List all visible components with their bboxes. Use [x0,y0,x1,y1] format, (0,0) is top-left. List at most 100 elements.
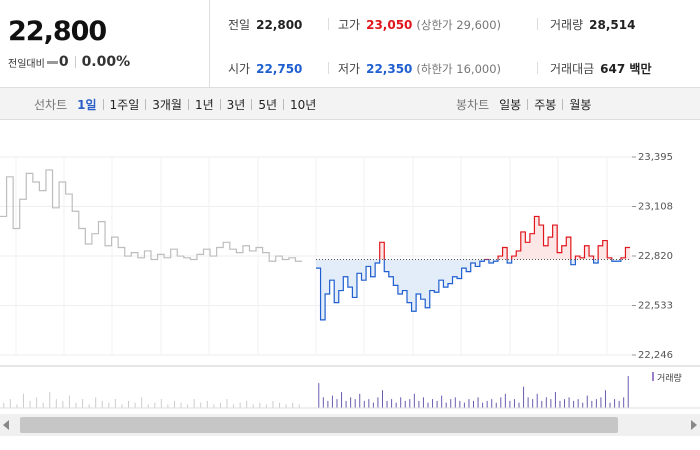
volume-bar-today [391,399,393,408]
volume-bar-today [491,399,493,408]
volume-bar-prev-day [42,402,44,408]
volume-bar-today [600,397,602,408]
volume-bar-today [354,399,356,408]
scroll-right-icon[interactable] [691,420,697,430]
y-tick-label: 23,108 [638,202,673,213]
period-weekly[interactable]: 주봉 [534,97,557,112]
y-tick-label: 22,820 [638,251,673,262]
period-3y[interactable]: 3년 [226,97,246,112]
volume-bar-prev-day [259,402,261,408]
volume-bar-prev-day [173,400,175,408]
volume-bar-today [614,399,616,408]
period-1w[interactable]: 1주일 [109,97,140,112]
volume-bar-today [473,400,474,408]
volume-bar-prev-day [68,395,70,408]
stat-high: 고가 23,050 (상한가 29,600) [338,16,501,33]
volume-bar-today [409,399,411,408]
change-row: 전일대비 0 0.00% [8,54,130,70]
scroll-left-icon[interactable] [3,420,9,430]
volume-bar-today [509,400,511,408]
volume-legend-swatch [652,372,654,381]
volume-bar-prev-day [22,393,24,408]
divider [562,98,564,110]
volume-bar-today [341,392,343,408]
flat-icon [46,60,58,64]
volume-bar-prev-day [252,404,254,408]
volume-bar-prev-day [121,404,123,408]
stat-value: 28,514 [589,18,636,32]
volume-bar-today [477,397,479,408]
volume-bar-today [368,399,370,408]
volume-bar-today [554,392,556,408]
volume-bar-prev-day [246,400,248,408]
stat-label: 저가 [338,62,361,76]
stat-label: 전일 [228,18,251,32]
volume-bar-prev-day [180,402,182,408]
line-chart-title: 선차트 [34,97,68,112]
volume-bar-prev-day [16,404,18,408]
volume-bar-today [550,399,552,408]
y-tick-label: 23,395 [638,152,673,163]
divider [328,62,329,74]
divider [537,62,538,74]
volume-bar-today [595,399,597,408]
stat-label: 거래대금 [550,62,595,76]
stat-value: 22,350 [366,62,413,76]
volume-bars [0,376,700,409]
volume-bar-prev-day [88,404,90,408]
period-3m[interactable]: 3개월 [152,97,182,112]
stat-open: 시가 22,750 [228,60,302,77]
volume-bar-today [450,399,452,408]
volume-bar-prev-day [285,404,287,408]
volume-bar-today [527,397,529,408]
volume-bar-today [422,397,424,408]
volume-bar-prev-day [141,397,143,408]
stat-amount: 거래대금 647 백만 [550,60,651,77]
scrollbar-thumb[interactable] [20,417,618,433]
volume-bar-prev-day [9,399,11,408]
period-daily[interactable]: 일봉 [499,97,522,112]
price-box: 22,800 전일대비 0 0.00% [0,0,210,88]
divider [187,98,189,110]
volume-bar-prev-day [154,402,156,408]
volume-bar-today [441,395,443,408]
volume-bar-today [536,393,538,408]
divider [328,18,329,30]
volume-bar-prev-day [62,400,64,408]
volume-bar-today [623,397,625,408]
volume-bar-today [532,399,534,408]
current-price: 22,800 [8,16,107,47]
volume-bar-prev-day [200,402,202,408]
volume-bar-prev-day [49,392,51,408]
chart-scrollbar[interactable] [0,414,700,436]
stat-label: 시가 [228,62,251,76]
volume-bar-prev-day [279,402,281,408]
volume-bar-today [345,400,347,408]
stock-summary: 22,800 전일대비 0 0.00% 전일 22,800 고가 23,050 … [0,0,700,88]
volume-bar-today [436,400,438,408]
volume-bar-today [577,399,579,408]
volume-bar-today [350,397,352,408]
stat-volume: 거래량 28,514 [550,16,635,33]
volume-bar-today [322,397,324,408]
volume-bar-prev-day [265,404,267,408]
volume-bar-today [463,402,465,408]
volume-bar-today [609,402,611,408]
volume-bar-today [445,402,447,408]
volume-bar-prev-day [55,399,57,408]
change-value: 0 [58,54,69,70]
volume-bar-prev-day [95,397,97,408]
volume-bar-prev-day [213,404,215,408]
period-5y[interactable]: 5년 [258,97,278,112]
volume-legend: 거래량 [657,372,682,384]
volume-bar-today [336,399,338,408]
volume-bar-today [331,395,333,408]
period-1y[interactable]: 1년 [194,97,214,112]
period-1d[interactable]: 1일 [77,97,97,112]
volume-bar-today [586,395,588,408]
y-axis-ticks: 23,395 23,108 22,820 22,533 22,246 [632,152,673,361]
period-10y[interactable]: 10년 [290,97,317,112]
volume-bar-today [523,386,525,408]
divider [251,98,253,110]
period-monthly[interactable]: 월봉 [569,97,592,112]
